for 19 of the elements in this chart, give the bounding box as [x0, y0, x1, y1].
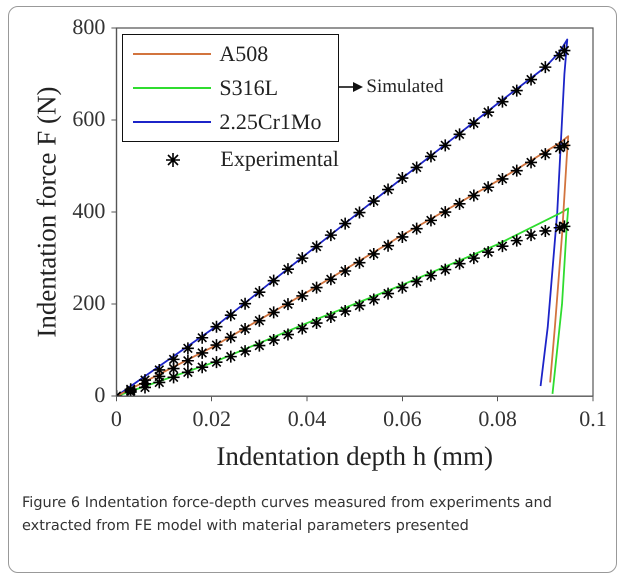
y-axis-title: Indentation force F (N)	[31, 86, 62, 338]
annotation: Simulated	[366, 76, 444, 98]
legend-label: 2.25Cr1Mo	[219, 109, 322, 135]
y-tick-label: 0	[94, 382, 106, 407]
x-tick-label: 0.08	[478, 406, 517, 432]
x-tick-label: 0.04	[288, 406, 326, 432]
y-tick-label: 800	[72, 14, 106, 39]
x-tick-label: 0.06	[383, 406, 422, 432]
x-tick-label: 0.02	[192, 406, 231, 432]
legend-label: Experimental	[220, 146, 339, 172]
legend-label: A508	[219, 41, 268, 67]
caption: Figure 6 Indentation force-depth curves measured from experiments and extracted from FE model with material parameters presented	[22, 494, 553, 536]
x-axis-title: Indentation depth h (mm)	[216, 440, 494, 471]
x-tick-label: 0.1	[579, 406, 607, 432]
y-tick-label: 200	[72, 290, 106, 315]
legend-label: S316L	[219, 75, 278, 101]
y-tick-label: 600	[72, 106, 106, 131]
x-tick-label: 0	[110, 406, 122, 432]
y-tick-label: 400	[72, 198, 106, 223]
